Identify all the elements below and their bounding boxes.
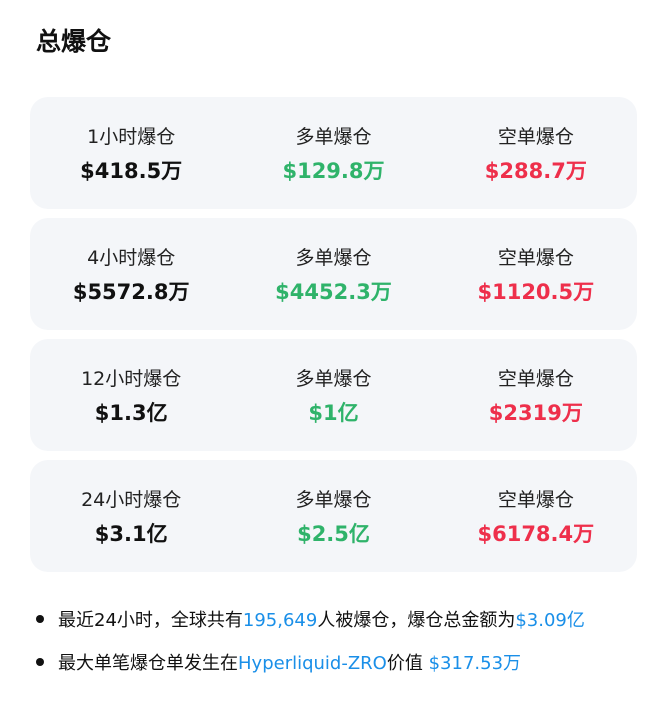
total-value: $1.3亿 xyxy=(94,400,168,425)
short-col: 空单爆仓 $2319万 xyxy=(435,339,637,451)
total-col: 12小时爆仓 $1.3亿 xyxy=(30,339,232,451)
summary-line-24h: 最近24小时，全球共有195,649人被爆仓，爆仓总金额为$3.09亿 xyxy=(36,606,585,632)
short-label: 空单爆仓 xyxy=(497,125,574,148)
long-value: $2.5亿 xyxy=(297,521,370,546)
long-value: $1亿 xyxy=(308,400,359,425)
short-col: 空单爆仓 $1120.5万 xyxy=(435,218,637,330)
total-value: $3.1亿 xyxy=(94,521,168,546)
total-col: 24小时爆仓 $3.1亿 xyxy=(30,460,232,572)
long-col: 多单爆仓 $4452.3万 xyxy=(232,218,434,330)
period-label: 4小时爆仓 xyxy=(87,246,176,269)
long-col: 多单爆仓 $2.5亿 xyxy=(232,460,434,572)
total-col: 4小时爆仓 $5572.8万 xyxy=(30,218,232,330)
long-label: 多单爆仓 xyxy=(295,125,372,148)
largest-amount: $317.53万 xyxy=(428,653,522,674)
short-label: 空单爆仓 xyxy=(497,367,574,390)
long-label: 多单爆仓 xyxy=(295,488,372,511)
liquidation-card: 24小时爆仓 $3.1亿 多单爆仓 $2.5亿 空单爆仓 $6178.4万 xyxy=(30,460,637,572)
period-label: 1小时爆仓 xyxy=(87,125,176,148)
bullet-icon xyxy=(36,658,44,666)
long-col: 多单爆仓 $1亿 xyxy=(232,339,434,451)
short-value: $6178.4万 xyxy=(477,521,595,546)
bullet-icon xyxy=(36,615,44,623)
liquidation-card: 1小时爆仓 $418.5万 多单爆仓 $129.8万 空单爆仓 $288.7万 xyxy=(30,97,637,209)
period-label: 12小时爆仓 xyxy=(81,367,182,390)
page-title: 总爆仓 xyxy=(36,27,112,56)
short-value: $1120.5万 xyxy=(477,279,595,304)
short-col: 空单爆仓 $288.7万 xyxy=(435,97,637,209)
total-amount: $3.09亿 xyxy=(515,610,585,631)
pair-link[interactable]: Hyperliquid-ZRO xyxy=(238,653,387,674)
total-value: $5572.8万 xyxy=(72,279,190,304)
liquidated-count: 195,649 xyxy=(242,610,318,631)
liquidation-card: 12小时爆仓 $1.3亿 多单爆仓 $1亿 空单爆仓 $2319万 xyxy=(30,339,637,451)
long-col: 多单爆仓 $129.8万 xyxy=(232,97,434,209)
short-value: $2319万 xyxy=(488,400,583,425)
period-label: 24小时爆仓 xyxy=(81,488,182,511)
total-value: $418.5万 xyxy=(80,158,183,183)
short-label: 空单爆仓 xyxy=(497,246,574,269)
summary-text: 价值 xyxy=(386,653,429,674)
summary-text: 最大单笔爆仓单发生在 xyxy=(58,653,238,674)
summary-text: 最近24小时，全球共有 xyxy=(58,610,243,631)
summary-line-largest: 最大单笔爆仓单发生在Hyperliquid-ZRO价值 $317.53万 xyxy=(36,649,521,675)
total-col: 1小时爆仓 $418.5万 xyxy=(30,97,232,209)
long-value: $129.8万 xyxy=(282,158,385,183)
long-label: 多单爆仓 xyxy=(295,246,372,269)
long-value: $4452.3万 xyxy=(275,279,392,304)
liquidation-card: 4小时爆仓 $5572.8万 多单爆仓 $4452.3万 空单爆仓 $1120.5万 xyxy=(30,218,637,330)
summary-text: 人被爆仓，爆仓总金额为 xyxy=(317,610,516,631)
short-label: 空单爆仓 xyxy=(497,488,574,511)
long-label: 多单爆仓 xyxy=(295,367,372,390)
short-value: $288.7万 xyxy=(484,158,587,183)
short-col: 空单爆仓 $6178.4万 xyxy=(435,460,637,572)
